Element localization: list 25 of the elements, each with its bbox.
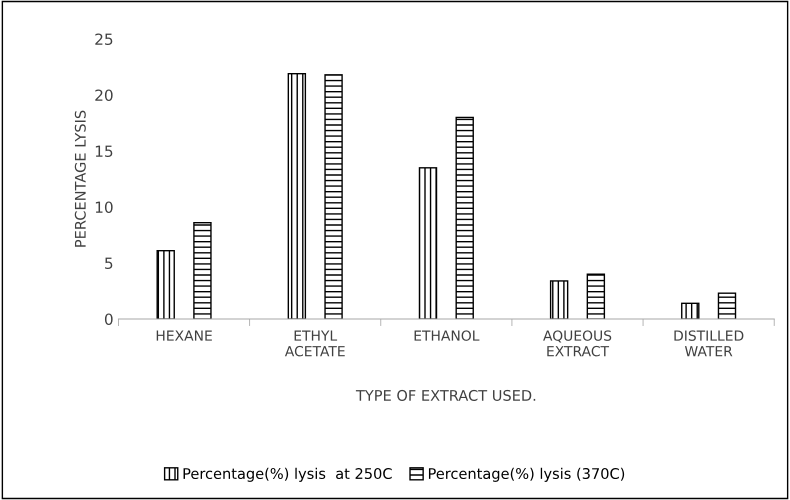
bar	[288, 73, 306, 319]
bar	[681, 302, 700, 319]
x-axis-title: TYPE OF EXTRACT USED.	[356, 390, 536, 401]
y-tick-label: 25	[95, 33, 112, 46]
bar	[193, 222, 212, 319]
bar	[718, 292, 736, 319]
x-tick-label: DISTILLED WATER	[674, 330, 744, 356]
y-tick-label: 5	[105, 258, 112, 270]
y-axis-title: PERCENTAGE LYSIS	[74, 110, 86, 247]
legend-label: Percentage(%) lysis (370C)	[428, 468, 624, 482]
bar	[550, 280, 568, 319]
bar	[586, 274, 606, 319]
bar	[418, 167, 438, 319]
bar	[455, 116, 474, 319]
y-tick-label: 10	[96, 201, 113, 214]
y-tick-label: 15	[96, 146, 112, 158]
legend-label: Percentage(%) lysis at 250C	[184, 468, 392, 482]
y-tick-label: 20	[95, 89, 113, 102]
bar	[156, 250, 175, 319]
y-tick-label: 0	[104, 313, 113, 326]
x-tick-label: HEXANE	[156, 330, 212, 341]
x-tick-label: ETHANOL	[414, 330, 480, 341]
bar	[324, 74, 343, 319]
x-tick-label: AQUEOUS EXTRACT	[543, 330, 612, 356]
x-tick-label: ETHYL ACETATE	[284, 330, 345, 356]
